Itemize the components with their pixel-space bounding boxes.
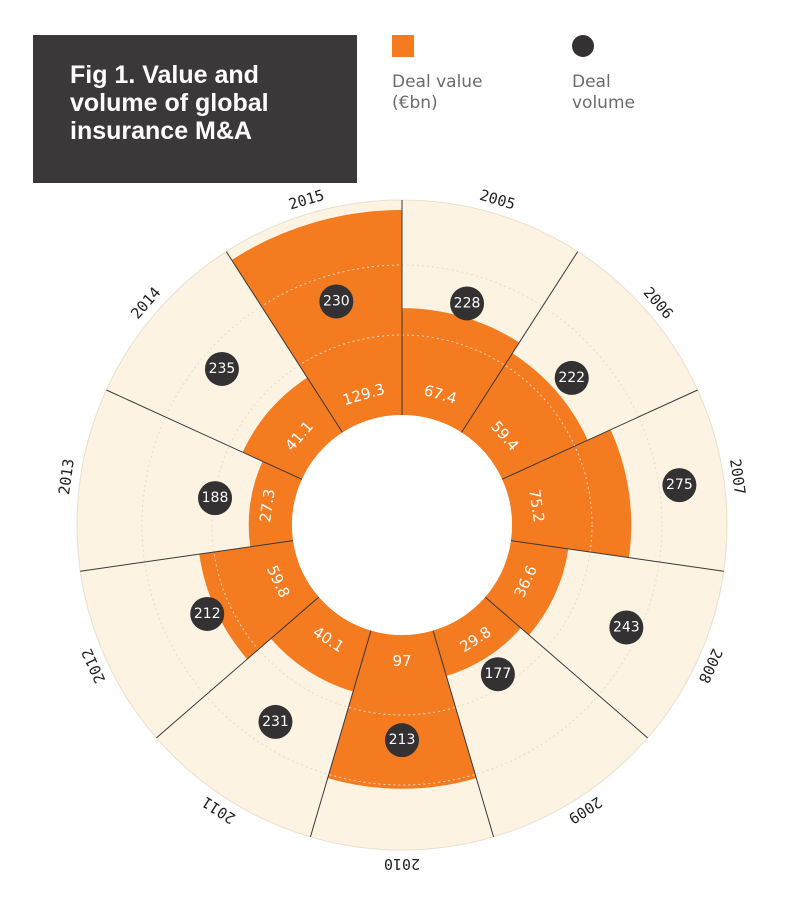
volume-dot-2013	[198, 481, 233, 516]
value-bar-2005	[402, 308, 520, 433]
year-label-2015: 2015	[287, 186, 327, 213]
sector-divider	[80, 540, 294, 572]
volume-label-2010: 213	[389, 732, 416, 748]
value-bar-2009	[432, 597, 521, 676]
year-label-2013: 2013	[55, 458, 78, 496]
volume-dot-2014	[204, 351, 239, 386]
grid-ring	[141, 264, 663, 786]
value-bar-2015	[231, 210, 402, 433]
volume-label-2012: 212	[194, 606, 221, 622]
legend-label-deal-volume: Deal volume	[572, 72, 635, 113]
value-bar-2008	[485, 540, 569, 636]
volume-dot-2012	[190, 596, 225, 631]
sector-divider	[225, 251, 343, 433]
volume-label-2007: 275	[666, 477, 693, 493]
value-bar-2014	[242, 377, 343, 480]
volume-label-2008: 243	[613, 619, 640, 635]
value-bar-2007	[502, 429, 632, 558]
sector-divider	[106, 389, 303, 480]
year-label-2010: 2010	[384, 855, 420, 873]
volume-dot-2015	[319, 284, 354, 319]
volume-dot-2010	[385, 723, 419, 758]
volume-dot-2005	[450, 286, 485, 321]
sector-divider	[309, 630, 372, 837]
value-bars	[199, 210, 632, 789]
value-bar-2012	[199, 540, 319, 660]
value-bar-2010	[327, 630, 477, 789]
volume-dot-2007	[662, 468, 697, 503]
sector-divider	[484, 596, 648, 739]
volume-label-2015: 230	[323, 293, 350, 309]
legend-label-deal-value: Deal value (€bn)	[392, 72, 483, 113]
value-bar-2011	[270, 597, 372, 692]
chart-title: Fig 1. Value and volume of global insura…	[70, 61, 269, 145]
legend-circle-swatch	[572, 35, 594, 57]
sector-divider	[461, 251, 579, 433]
center-hole	[292, 415, 512, 635]
sector-divider	[501, 389, 698, 480]
sector-divider	[432, 630, 495, 837]
value-bar-2006	[461, 353, 588, 480]
volume-label-2009: 177	[485, 666, 512, 682]
volume-dots: 228 222 275 243 177 213 231 212 188 235 230	[190, 284, 697, 758]
title-box: Fig 1. Value and volume of global insura…	[33, 35, 357, 183]
volume-label-2014: 235	[209, 361, 236, 377]
volume-dot-2008	[609, 610, 644, 645]
year-label-2005: 2005	[478, 186, 518, 213]
grid-ring	[211, 334, 593, 716]
volume-label-2006: 222	[558, 370, 585, 386]
volume-label-2005: 228	[454, 295, 481, 311]
volume-label-2013: 188	[202, 490, 229, 506]
sector-divider	[510, 540, 724, 572]
value-label-2007: 75.2	[525, 488, 548, 524]
value-label-2010: 97	[392, 652, 411, 670]
sector-dividers	[80, 200, 724, 837]
legend-square-swatch	[392, 35, 414, 57]
year-label-2007: 2007	[726, 458, 749, 496]
volume-dot-2011	[258, 704, 293, 739]
volume-dot-2009	[480, 657, 515, 692]
volume-label-2011: 231	[262, 714, 289, 730]
value-bar-2013	[248, 461, 302, 547]
value-label-2013: 27.3	[256, 488, 279, 524]
background-sector-2013	[76, 389, 302, 572]
sector-divider	[156, 596, 320, 739]
volume-dot-2006	[554, 360, 589, 395]
